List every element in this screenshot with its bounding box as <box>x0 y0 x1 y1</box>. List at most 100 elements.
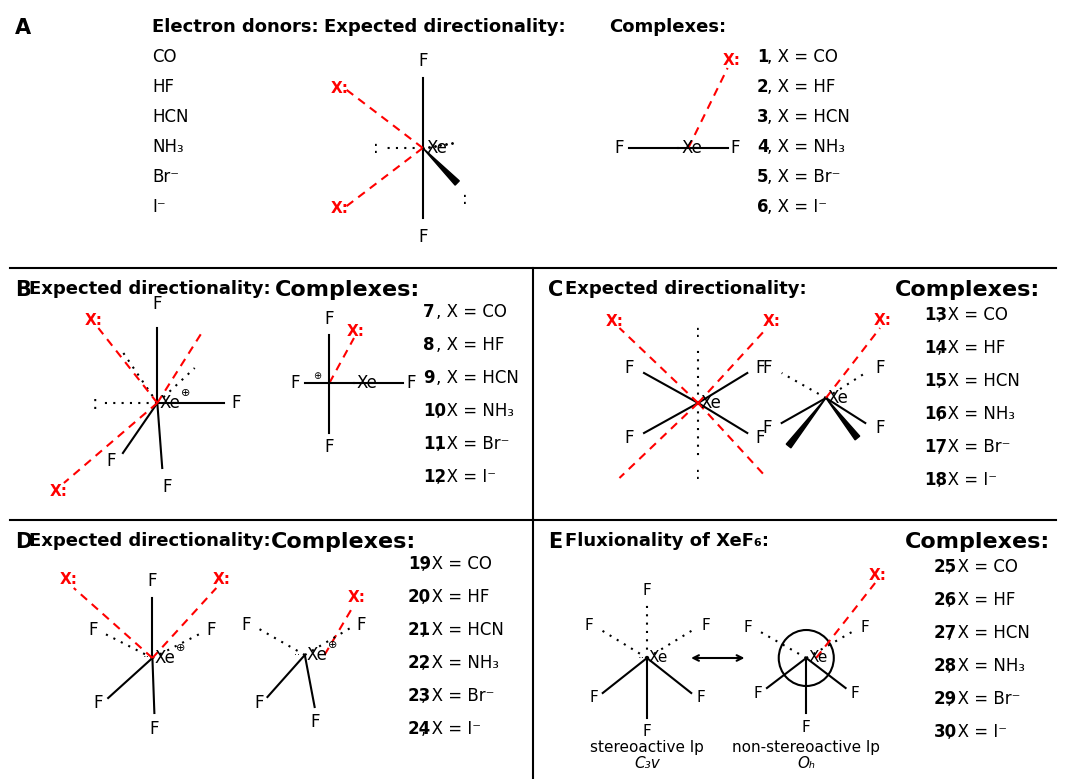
Text: X:: X: <box>869 567 887 583</box>
Text: F: F <box>324 310 334 328</box>
Text: , X = Br⁻: , X = Br⁻ <box>767 168 840 186</box>
Text: X:: X: <box>874 312 892 327</box>
Text: 28: 28 <box>934 657 957 675</box>
Text: Expected directionality:: Expected directionality: <box>29 280 271 298</box>
Text: , X = I⁻: , X = I⁻ <box>947 723 1007 741</box>
Text: Expected directionality:: Expected directionality: <box>324 18 566 36</box>
Text: F: F <box>615 139 624 157</box>
Text: F: F <box>756 429 764 447</box>
Text: F: F <box>93 694 103 712</box>
Text: Expected directionality:: Expected directionality: <box>29 532 271 550</box>
Text: F: F <box>254 694 263 712</box>
Text: F: F <box>150 720 159 738</box>
Text: 3: 3 <box>757 108 769 126</box>
Text: , X = HCN: , X = HCN <box>767 108 850 126</box>
Text: F: F <box>875 419 885 437</box>
Text: ⊕: ⊕ <box>328 640 338 650</box>
Text: F: F <box>418 52 427 70</box>
Text: Fluxionality of XeF₆:: Fluxionality of XeF₆: <box>566 532 770 550</box>
Text: Expected directionality:: Expected directionality: <box>566 280 806 298</box>
Text: 18: 18 <box>925 471 947 489</box>
Text: ..: .. <box>637 650 645 660</box>
Text: , X = CO: , X = CO <box>937 306 1008 324</box>
Text: E: E <box>547 532 562 552</box>
Text: 12: 12 <box>423 468 446 486</box>
Text: Xe: Xe <box>649 650 669 665</box>
Text: F: F <box>291 374 300 392</box>
Text: 2: 2 <box>757 78 769 96</box>
Text: C₃v: C₃v <box>634 756 660 771</box>
Text: X:: X: <box>212 573 230 587</box>
Text: , X = HF: , X = HF <box>767 78 836 96</box>
Text: 1: 1 <box>757 48 769 66</box>
Text: , X = Br⁻: , X = Br⁻ <box>421 687 494 705</box>
Text: F: F <box>851 686 860 700</box>
Text: ⊕: ⊕ <box>181 388 191 398</box>
Text: 14: 14 <box>925 339 947 357</box>
Text: :: : <box>462 190 468 208</box>
Text: 27: 27 <box>934 624 957 642</box>
Text: , X = CO: , X = CO <box>767 48 838 66</box>
Text: F: F <box>589 690 597 706</box>
Text: 4: 4 <box>757 138 769 156</box>
Text: F: F <box>624 429 634 447</box>
Text: Xe: Xe <box>427 139 448 157</box>
Text: X:: X: <box>723 52 740 68</box>
Text: , X = CO: , X = CO <box>947 558 1018 576</box>
Text: ⊕: ⊕ <box>176 643 185 653</box>
Text: , X = HCN: , X = HCN <box>421 621 504 639</box>
Text: , X = Br⁻: , X = Br⁻ <box>937 438 1010 456</box>
Text: D: D <box>15 532 33 552</box>
Text: F: F <box>206 621 216 639</box>
Text: , X = CO: , X = CO <box>436 303 506 321</box>
Text: 16: 16 <box>925 405 947 423</box>
Text: Electron donors:: Electron donors: <box>153 18 319 36</box>
Text: 5: 5 <box>757 168 769 186</box>
Text: ..: .. <box>294 647 300 657</box>
Text: :: : <box>92 393 99 413</box>
Text: F: F <box>324 438 334 456</box>
Text: F: F <box>584 618 593 633</box>
Text: F: F <box>153 295 163 313</box>
Polygon shape <box>786 398 826 448</box>
Text: F: F <box>406 374 415 392</box>
Text: X:: X: <box>348 590 366 605</box>
Text: Xe: Xe <box>700 394 721 412</box>
Text: :: : <box>695 465 701 483</box>
Text: 22: 22 <box>408 654 431 672</box>
Text: F: F <box>744 621 752 636</box>
Text: F: F <box>624 359 634 377</box>
Text: stereoactive lp: stereoactive lp <box>590 740 704 755</box>
Text: 24: 24 <box>408 720 431 738</box>
Text: , X = I⁻: , X = I⁻ <box>767 198 827 216</box>
Text: F: F <box>643 583 651 598</box>
Text: Xe: Xe <box>357 374 378 392</box>
Text: 8: 8 <box>423 336 435 354</box>
Text: 30: 30 <box>934 723 957 741</box>
Text: CO: CO <box>153 48 177 66</box>
Text: Complexes:: Complexes: <box>894 280 1040 300</box>
Text: F: F <box>701 618 710 633</box>
Text: Xe: Xe <box>809 650 827 665</box>
Text: NH₃: NH₃ <box>153 138 184 156</box>
Text: Xe: Xe <box>828 389 849 407</box>
Text: A: A <box>15 18 30 38</box>
Text: :: : <box>695 323 701 341</box>
Text: X:: X: <box>606 313 623 329</box>
Text: , X = I⁻: , X = I⁻ <box>421 720 481 738</box>
Text: F: F <box>106 452 116 470</box>
Text: C: C <box>547 280 563 300</box>
Text: ..: .. <box>143 649 151 659</box>
Polygon shape <box>423 148 460 185</box>
Text: non-stereoactive lp: non-stereoactive lp <box>733 740 880 755</box>
Text: F: F <box>696 690 705 706</box>
Text: 6: 6 <box>757 198 769 216</box>
Text: X:: X: <box>347 323 365 339</box>
Text: , X = Br⁻: , X = Br⁻ <box>436 435 509 453</box>
Text: F: F <box>89 621 99 639</box>
Text: F: F <box>861 621 869 636</box>
Text: F: F <box>163 478 171 496</box>
Text: , X = HCN: , X = HCN <box>947 624 1030 642</box>
Polygon shape <box>826 398 860 440</box>
Text: X:: X: <box>60 573 78 587</box>
